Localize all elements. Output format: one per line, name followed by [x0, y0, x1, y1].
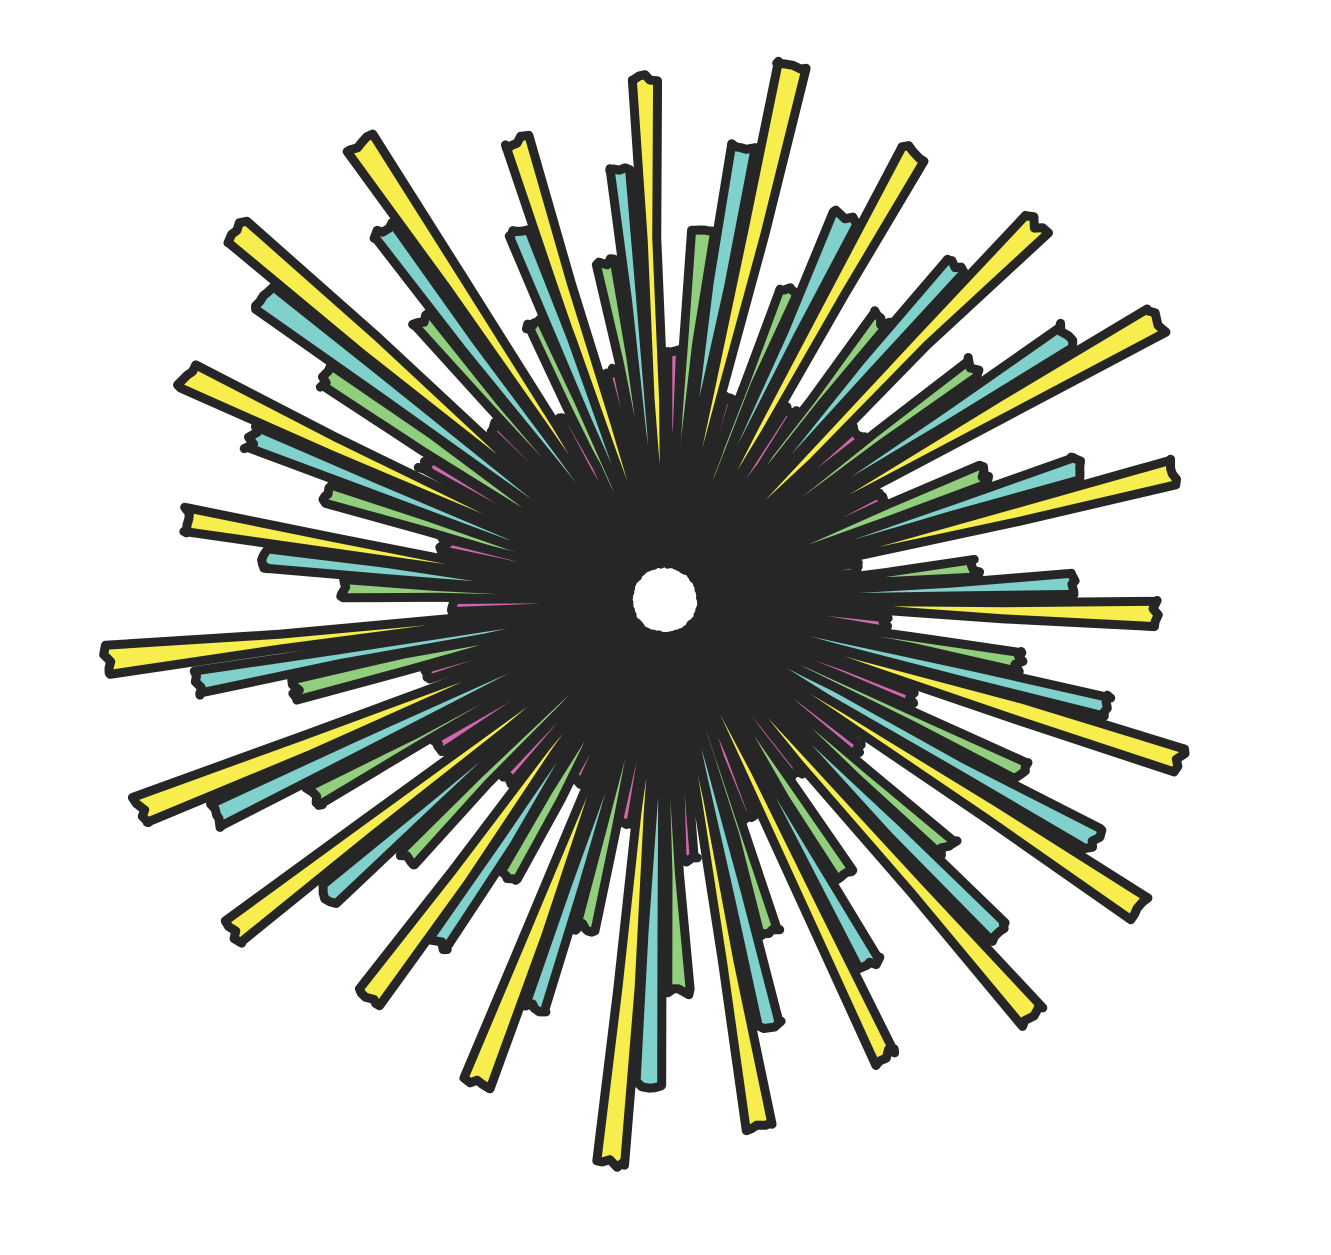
polar-bar-series-pink-10 — [671, 629, 760, 824]
polar-bar-series-pink-2 — [680, 402, 801, 575]
polar-bar-series-pink-4 — [693, 488, 889, 590]
polar-bar-series-pink-16 — [420, 605, 636, 684]
polar-bar-series-pink-18 — [435, 533, 635, 597]
polar-bar-series-pink-14 — [498, 622, 646, 789]
polar-bar-series-pink-20 — [486, 417, 645, 578]
polar-bar-series-pink-7 — [694, 608, 919, 709]
polar-bar-series-pink-5 — [695, 557, 863, 602]
series-group-series-teal — [189, 139, 1116, 1093]
polar-bar-series-pink-13 — [568, 628, 654, 789]
polar-bar-series-pink-1 — [670, 391, 738, 570]
polar-bar-series-pink-22 — [600, 363, 662, 569]
polar-bar-series-pink-6 — [697, 598, 893, 635]
polar-bar-series-pink-17 — [446, 594, 633, 617]
polar-bar-series-pink-21 — [554, 413, 653, 573]
polar-bar-series-pink-11 — [663, 631, 702, 867]
polar-bar-series-pink-0 — [660, 345, 685, 569]
polar-bar-series-pink-19 — [413, 453, 638, 587]
series-group-series-pink — [413, 345, 919, 867]
polar-bar-series-pink-12 — [613, 630, 665, 830]
wedge-layer — [99, 56, 1190, 1172]
polar-bar-series-pink-3 — [687, 422, 870, 582]
polar-bar-series-pink-9 — [681, 625, 807, 781]
polar-bar-series-pink-8 — [688, 617, 866, 760]
polar-bar-series-pink-15 — [428, 615, 639, 757]
chart-center-hub — [635, 570, 695, 630]
